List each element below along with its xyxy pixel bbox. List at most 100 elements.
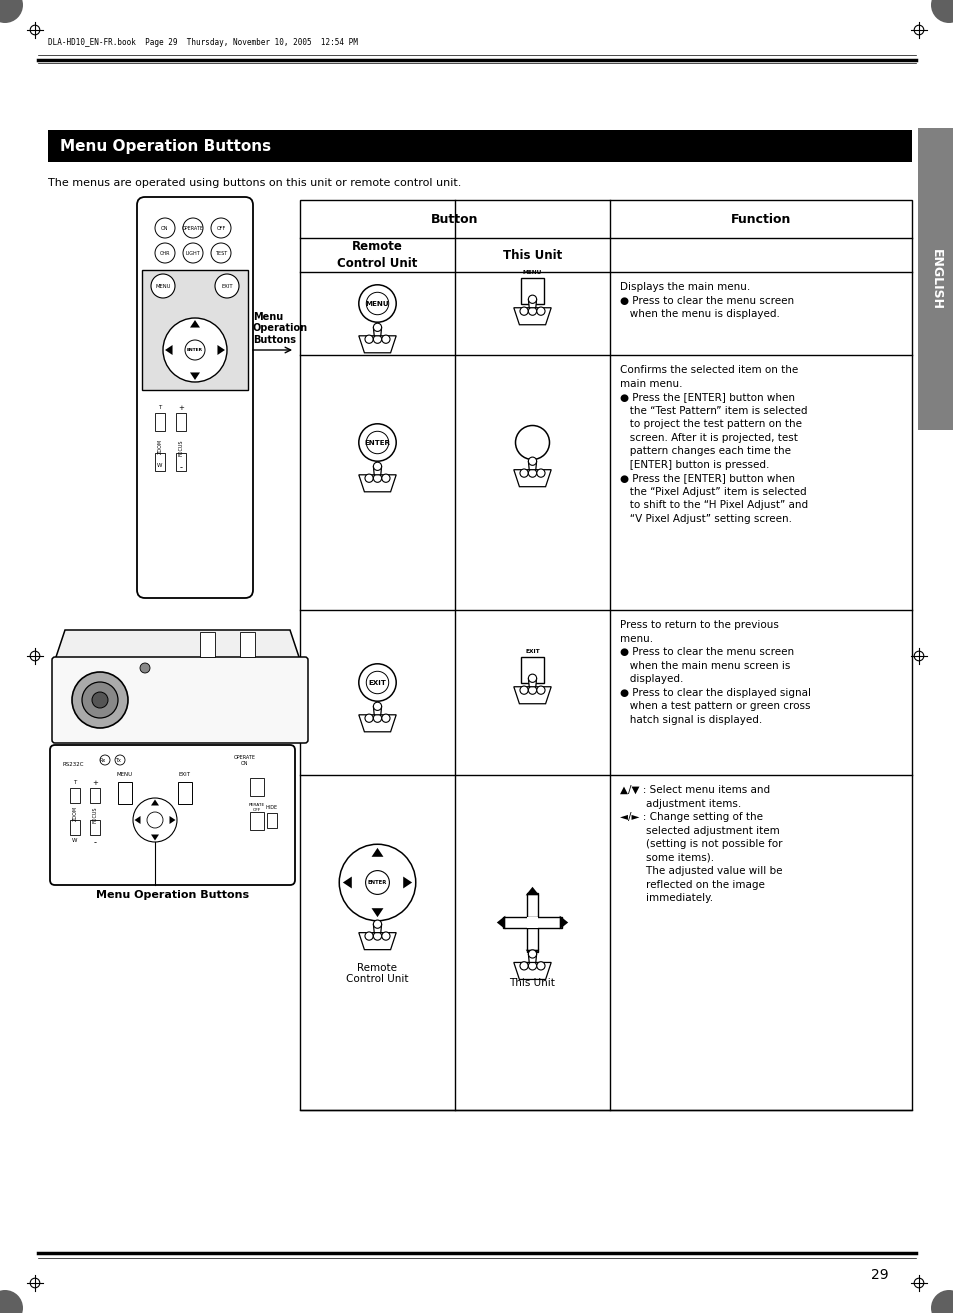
Polygon shape bbox=[371, 909, 383, 918]
Text: the “Test Pattern” item is selected: the “Test Pattern” item is selected bbox=[619, 406, 806, 415]
Polygon shape bbox=[373, 466, 381, 475]
Circle shape bbox=[519, 469, 528, 477]
Circle shape bbox=[140, 663, 150, 674]
Text: PERATE
OFF: PERATE OFF bbox=[249, 804, 265, 811]
Circle shape bbox=[537, 307, 544, 315]
Circle shape bbox=[373, 462, 381, 470]
Text: selected adjustment item: selected adjustment item bbox=[619, 826, 779, 835]
Text: Remote
Control Unit: Remote Control Unit bbox=[337, 240, 417, 270]
Text: ● Press the [ENTER] button when: ● Press the [ENTER] button when bbox=[619, 473, 794, 483]
Circle shape bbox=[365, 335, 373, 343]
Text: ▲/▼ : Select menu items and: ▲/▼ : Select menu items and bbox=[619, 785, 769, 794]
Text: The adjusted value will be: The adjusted value will be bbox=[619, 867, 781, 876]
Text: menu.: menu. bbox=[619, 633, 653, 643]
FancyBboxPatch shape bbox=[137, 197, 253, 597]
Text: ● Press to clear the menu screen: ● Press to clear the menu screen bbox=[619, 647, 793, 656]
Circle shape bbox=[91, 692, 108, 708]
Text: -: - bbox=[179, 463, 182, 471]
Circle shape bbox=[373, 323, 381, 331]
Bar bbox=[240, 632, 254, 656]
Polygon shape bbox=[55, 630, 299, 660]
Polygon shape bbox=[514, 470, 551, 487]
Text: Press to return to the previous: Press to return to the previous bbox=[619, 620, 778, 630]
Text: EXIT: EXIT bbox=[221, 284, 233, 289]
Bar bbox=[267, 813, 276, 829]
Polygon shape bbox=[525, 886, 538, 895]
Circle shape bbox=[381, 474, 390, 482]
Text: ● Press to clear the menu screen: ● Press to clear the menu screen bbox=[619, 295, 793, 306]
Polygon shape bbox=[373, 706, 381, 714]
Circle shape bbox=[82, 681, 118, 718]
Text: when the main menu screen is: when the main menu screen is bbox=[619, 660, 789, 671]
Bar bbox=[250, 779, 264, 796]
Text: displayed.: displayed. bbox=[619, 674, 682, 684]
Circle shape bbox=[71, 672, 128, 727]
Bar bbox=[520, 278, 544, 303]
Text: when a test pattern or green cross: when a test pattern or green cross bbox=[619, 701, 810, 712]
Bar bbox=[48, 130, 911, 161]
Circle shape bbox=[373, 714, 381, 722]
Circle shape bbox=[0, 1289, 23, 1313]
Circle shape bbox=[365, 932, 373, 940]
Text: ENGLISH: ENGLISH bbox=[928, 248, 942, 310]
Text: MENU: MENU bbox=[522, 270, 541, 274]
Polygon shape bbox=[170, 815, 175, 825]
Text: OPERATE
ON: OPERATE ON bbox=[233, 755, 255, 765]
Circle shape bbox=[373, 702, 381, 710]
Text: ENTER: ENTER bbox=[187, 348, 203, 352]
Bar bbox=[90, 821, 100, 835]
Text: CHR: CHR bbox=[159, 251, 170, 256]
Circle shape bbox=[366, 293, 388, 315]
Text: pattern changes each time the: pattern changes each time the bbox=[619, 446, 790, 456]
Text: ZOOM: ZOOM bbox=[157, 439, 162, 454]
Text: RS232C: RS232C bbox=[63, 762, 85, 767]
Circle shape bbox=[528, 295, 536, 303]
Text: to shift to the “H Pixel Adjust” and: to shift to the “H Pixel Adjust” and bbox=[619, 500, 807, 509]
Text: MENU: MENU bbox=[117, 772, 132, 777]
Text: FOCUS: FOCUS bbox=[178, 439, 183, 456]
Circle shape bbox=[183, 218, 203, 238]
Polygon shape bbox=[371, 848, 383, 857]
Circle shape bbox=[0, 0, 23, 24]
Text: Rx: Rx bbox=[100, 758, 106, 763]
Circle shape bbox=[537, 685, 544, 695]
Polygon shape bbox=[373, 327, 381, 336]
Circle shape bbox=[214, 274, 239, 298]
Circle shape bbox=[373, 335, 381, 343]
Polygon shape bbox=[190, 320, 200, 327]
Polygon shape bbox=[497, 915, 505, 930]
Text: ZOOM: ZOOM bbox=[72, 806, 77, 821]
Text: ● Press to clear the displayed signal: ● Press to clear the displayed signal bbox=[619, 688, 810, 697]
Text: ON: ON bbox=[161, 226, 169, 231]
Polygon shape bbox=[525, 949, 538, 958]
Polygon shape bbox=[514, 962, 551, 979]
Circle shape bbox=[365, 474, 373, 482]
Bar bbox=[200, 632, 214, 656]
Polygon shape bbox=[151, 835, 159, 840]
Text: Button: Button bbox=[431, 213, 478, 226]
Text: Menu Operation Buttons: Menu Operation Buttons bbox=[60, 138, 271, 154]
Circle shape bbox=[151, 274, 174, 298]
Text: This Unit: This Unit bbox=[509, 977, 555, 987]
Circle shape bbox=[537, 469, 544, 477]
Polygon shape bbox=[514, 687, 551, 704]
Circle shape bbox=[358, 664, 395, 701]
Text: ◄/► : Change setting of the: ◄/► : Change setting of the bbox=[619, 811, 762, 822]
Polygon shape bbox=[528, 679, 536, 687]
FancyBboxPatch shape bbox=[52, 656, 308, 743]
Bar bbox=[175, 414, 186, 431]
Bar bbox=[154, 453, 165, 471]
Bar bbox=[526, 893, 537, 952]
Circle shape bbox=[211, 218, 231, 238]
Text: Menu
Operation
Buttons: Menu Operation Buttons bbox=[253, 311, 308, 345]
Circle shape bbox=[528, 949, 536, 958]
Bar bbox=[70, 788, 80, 804]
Text: DLA-HD10_EN-FR.book  Page 29  Thursday, November 10, 2005  12:54 PM: DLA-HD10_EN-FR.book Page 29 Thursday, No… bbox=[48, 38, 357, 46]
Circle shape bbox=[381, 714, 390, 722]
Text: W: W bbox=[72, 838, 77, 843]
Polygon shape bbox=[358, 714, 395, 731]
Polygon shape bbox=[403, 877, 412, 889]
Text: EXIT: EXIT bbox=[368, 680, 386, 685]
Text: Displays the main menu.: Displays the main menu. bbox=[619, 282, 749, 291]
Circle shape bbox=[519, 685, 528, 695]
